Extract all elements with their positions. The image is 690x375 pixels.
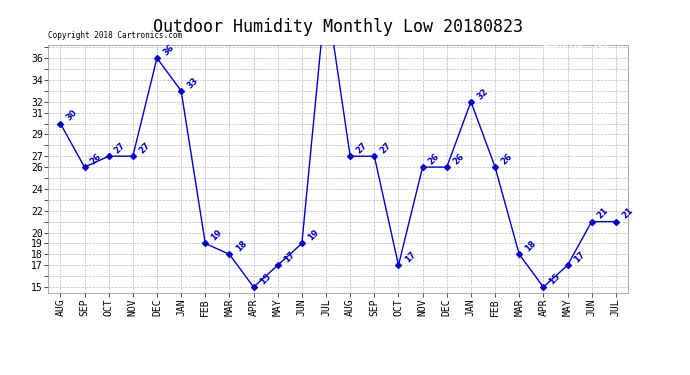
- Text: 18: 18: [234, 239, 248, 254]
- Text: 19: 19: [210, 228, 224, 243]
- Text: 36: 36: [161, 43, 176, 57]
- Text: 17: 17: [572, 250, 586, 264]
- Text: 26: 26: [89, 152, 104, 166]
- Text: 19: 19: [306, 228, 321, 243]
- Text: 27: 27: [355, 141, 369, 155]
- Text: 30: 30: [65, 108, 79, 123]
- Text: 21: 21: [620, 206, 635, 221]
- Text: Copyright 2018 Cartronics.com: Copyright 2018 Cartronics.com: [48, 31, 182, 40]
- Text: 18: 18: [524, 239, 538, 254]
- Text: 27: 27: [113, 141, 128, 155]
- Text: 33: 33: [186, 75, 200, 90]
- Text: 17: 17: [403, 250, 417, 264]
- Text: 17: 17: [282, 250, 297, 264]
- Text: 26: 26: [451, 152, 466, 166]
- Title: Outdoor Humidity Monthly Low 20180823: Outdoor Humidity Monthly Low 20180823: [153, 18, 523, 36]
- Text: 32: 32: [475, 86, 490, 101]
- Text: 15: 15: [258, 272, 273, 286]
- Text: 15: 15: [548, 272, 562, 286]
- Text: 26: 26: [500, 152, 514, 166]
- Text: 21: 21: [596, 206, 611, 221]
- Text: 26: 26: [427, 152, 442, 166]
- Text: 27: 27: [137, 141, 152, 155]
- Text: 27: 27: [379, 141, 393, 155]
